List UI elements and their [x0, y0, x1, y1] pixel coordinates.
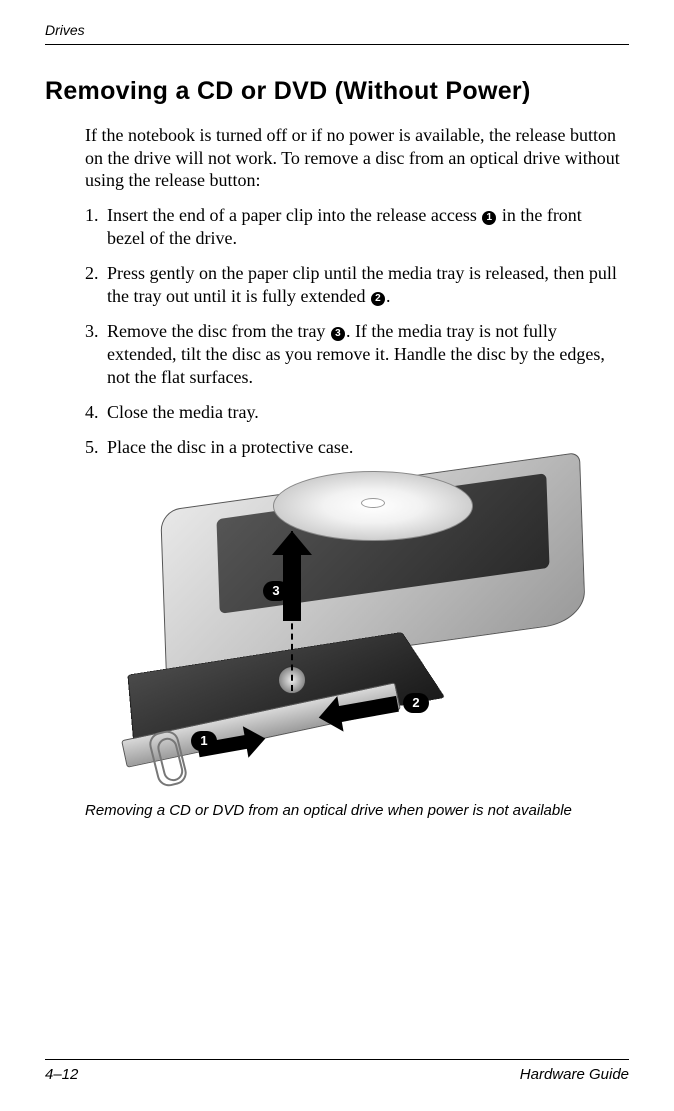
step-number: 1. [85, 204, 107, 250]
step-text: Insert the end of a paper clip into the … [107, 204, 624, 250]
figure-callout-1: 1 [191, 731, 217, 751]
figure-caption: Removing a CD or DVD from an optical dri… [85, 801, 599, 821]
step-number: 3. [85, 320, 107, 389]
step-4: 4. Close the media tray. [85, 401, 624, 424]
steps-list: 1. Insert the end of a paper clip into t… [85, 204, 624, 459]
text-fragment: . [386, 286, 391, 306]
section-title: Removing a CD or DVD (Without Power) [45, 77, 629, 106]
doc-title: Hardware Guide [520, 1066, 629, 1083]
footer-row: 4–12 Hardware Guide [45, 1066, 629, 1083]
rule-bottom [45, 1059, 629, 1060]
text-fragment: Insert the end of a paper clip into the … [107, 205, 481, 225]
figure-callout-3: 3 [263, 581, 289, 601]
page-number: 4–12 [45, 1066, 78, 1083]
running-head: Drives [45, 22, 629, 38]
step-1: 1. Insert the end of a paper clip into t… [85, 204, 624, 250]
disc-hole-shape [361, 498, 385, 508]
step-text: Close the media tray. [107, 401, 624, 424]
text-fragment: Press gently on the paper clip until the… [107, 263, 617, 306]
figure-callout-2: 2 [403, 693, 429, 713]
step-2: 2. Press gently on the paper clip until … [85, 262, 624, 308]
step-number: 4. [85, 401, 107, 424]
step-text: Press gently on the paper clip until the… [107, 262, 624, 308]
step-3: 3. Remove the disc from the tray 3. If t… [85, 320, 624, 389]
callout-ref-1-icon: 1 [482, 211, 496, 225]
callout-ref-2-icon: 2 [371, 292, 385, 306]
page: Drives Removing a CD or DVD (Without Pow… [0, 0, 674, 1111]
step-text: Place the disc in a protective case. [107, 436, 624, 459]
step-number: 2. [85, 262, 107, 308]
rule-top [45, 44, 629, 45]
figure-illustration: 3 2 1 [123, 471, 593, 791]
callout-ref-3-icon: 3 [331, 327, 345, 341]
intro-paragraph: If the notebook is turned off or if no p… [85, 124, 624, 192]
step-5: 5. Place the disc in a protective case. [85, 436, 624, 459]
step-number: 5. [85, 436, 107, 459]
step-text: Remove the disc from the tray 3. If the … [107, 320, 624, 389]
footer: 4–12 Hardware Guide [45, 1059, 629, 1083]
text-fragment: Remove the disc from the tray [107, 321, 330, 341]
figure-container: 3 2 1 [123, 471, 593, 791]
